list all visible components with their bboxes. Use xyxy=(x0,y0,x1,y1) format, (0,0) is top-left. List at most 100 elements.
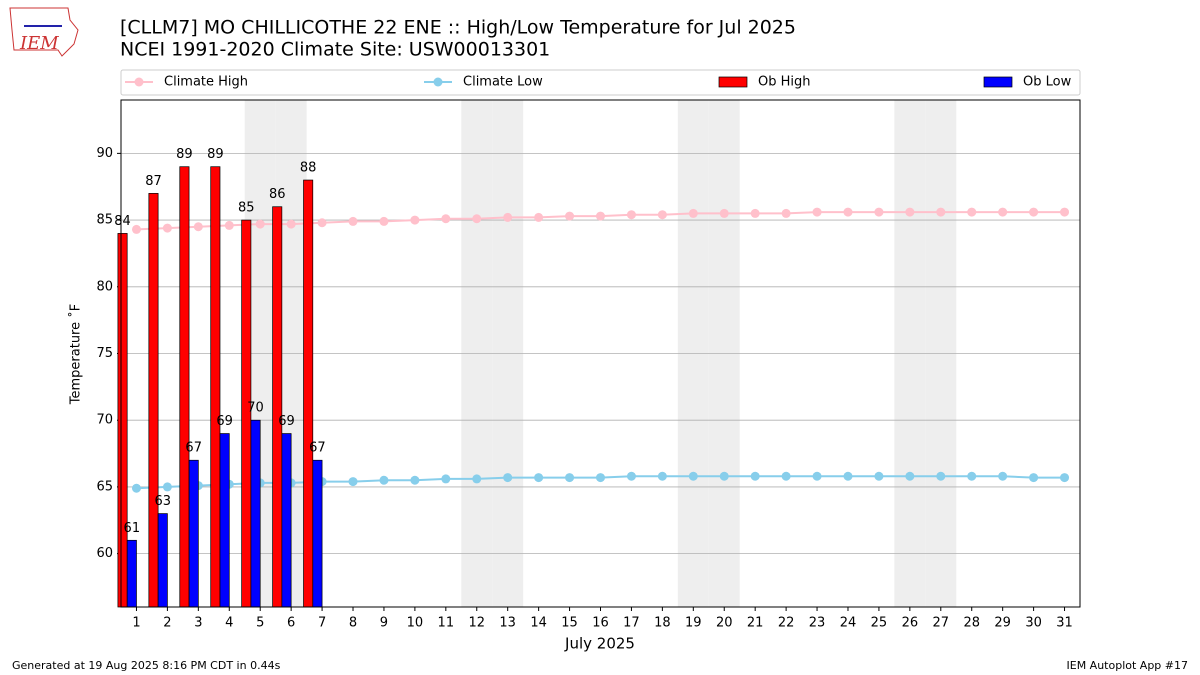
x-tick-label: 18 xyxy=(654,616,671,631)
point xyxy=(905,207,915,217)
point xyxy=(688,208,698,218)
data-label: 89 xyxy=(176,147,193,162)
x-tick-label: 17 xyxy=(623,616,640,631)
point xyxy=(657,471,667,481)
point xyxy=(874,207,884,217)
point xyxy=(812,207,822,217)
data-label: 87 xyxy=(145,174,162,189)
point xyxy=(131,224,141,234)
x-tick-label: 9 xyxy=(380,616,388,631)
x-tick-label: 12 xyxy=(468,616,485,631)
data-label: 84 xyxy=(114,214,131,229)
x-tick-label: 30 xyxy=(1025,616,1042,631)
x-tick-label: 4 xyxy=(225,616,233,631)
point xyxy=(534,212,544,222)
bar xyxy=(303,179,314,608)
x-tick-label: 24 xyxy=(840,616,857,631)
bar xyxy=(250,419,261,608)
point xyxy=(843,207,853,217)
bar xyxy=(188,459,199,608)
point xyxy=(750,208,760,218)
bar xyxy=(117,233,128,608)
y-tick-label: 65 xyxy=(96,479,113,494)
x-tick-label: 6 xyxy=(287,616,295,631)
logo-text: IEM xyxy=(19,33,59,54)
y-tick-label: 70 xyxy=(96,413,113,428)
bar xyxy=(281,433,292,608)
chart-subtitle: NCEI 1991-2020 Climate Site: USW00013301 xyxy=(120,39,550,61)
bar xyxy=(179,166,190,608)
footer-left: Generated at 19 Aug 2025 8:16 PM CDT in … xyxy=(12,659,281,672)
point xyxy=(936,471,946,481)
point xyxy=(688,471,698,481)
bar xyxy=(210,166,221,608)
x-tick-label: 15 xyxy=(561,616,578,631)
bar xyxy=(157,513,168,608)
legend-label: Ob Low xyxy=(1023,75,1072,90)
legend-label: Climate Low xyxy=(463,75,543,90)
x-tick-label: 28 xyxy=(963,616,980,631)
point xyxy=(379,475,389,485)
point xyxy=(255,219,265,229)
point xyxy=(781,208,791,218)
point xyxy=(565,473,575,483)
x-tick-label: 5 xyxy=(256,616,264,631)
point xyxy=(874,471,884,481)
point xyxy=(1029,207,1039,217)
point xyxy=(719,471,729,481)
data-label: 86 xyxy=(269,187,286,202)
x-tick-label: 3 xyxy=(194,616,202,631)
x-tick-label: 1 xyxy=(132,616,140,631)
point xyxy=(472,474,482,484)
data-label: 85 xyxy=(238,201,255,216)
point xyxy=(348,477,358,487)
point xyxy=(410,475,420,485)
point xyxy=(379,216,389,226)
point xyxy=(441,474,451,484)
legend-box xyxy=(120,69,1081,96)
point xyxy=(967,207,977,217)
x-tick-label: 13 xyxy=(499,616,516,631)
y-tick-label: 90 xyxy=(96,146,113,161)
point xyxy=(626,210,636,220)
bar xyxy=(148,193,159,608)
data-label: 67 xyxy=(309,441,326,456)
x-tick-label: 20 xyxy=(716,616,733,631)
data-label: 69 xyxy=(216,414,233,429)
data-label: 63 xyxy=(154,494,171,509)
point xyxy=(503,212,513,222)
point xyxy=(967,471,977,481)
data-label: 89 xyxy=(207,147,224,162)
point xyxy=(905,471,915,481)
x-tick-label: 25 xyxy=(871,616,888,631)
data-label: 88 xyxy=(300,161,317,176)
point xyxy=(750,471,760,481)
point xyxy=(936,207,946,217)
x-tick-label: 8 xyxy=(349,616,357,631)
y-tick-label: 85 xyxy=(96,213,113,228)
point xyxy=(1060,207,1070,217)
point xyxy=(410,215,420,225)
point xyxy=(596,473,605,483)
logo-outline xyxy=(9,7,79,57)
data-label: 70 xyxy=(247,401,264,416)
x-tick-label: 19 xyxy=(685,616,702,631)
point xyxy=(565,211,575,221)
x-tick-label: 29 xyxy=(994,616,1011,631)
point xyxy=(317,218,327,228)
point xyxy=(596,211,605,221)
x-tick-label: 14 xyxy=(530,616,547,631)
point xyxy=(657,210,667,220)
x-tick-label: 11 xyxy=(438,616,455,631)
point xyxy=(441,214,451,224)
point xyxy=(626,471,636,481)
y-axis-label: Temperature ˚F xyxy=(68,304,84,405)
point xyxy=(534,473,544,483)
x-tick-label: 21 xyxy=(747,616,764,631)
x-tick-label: 16 xyxy=(592,616,609,631)
footer-right: IEM Autoplot App #17 xyxy=(1067,659,1189,672)
y-tick-label: 60 xyxy=(96,546,113,561)
legend-marker xyxy=(134,77,144,87)
logo: IEM xyxy=(9,7,79,57)
